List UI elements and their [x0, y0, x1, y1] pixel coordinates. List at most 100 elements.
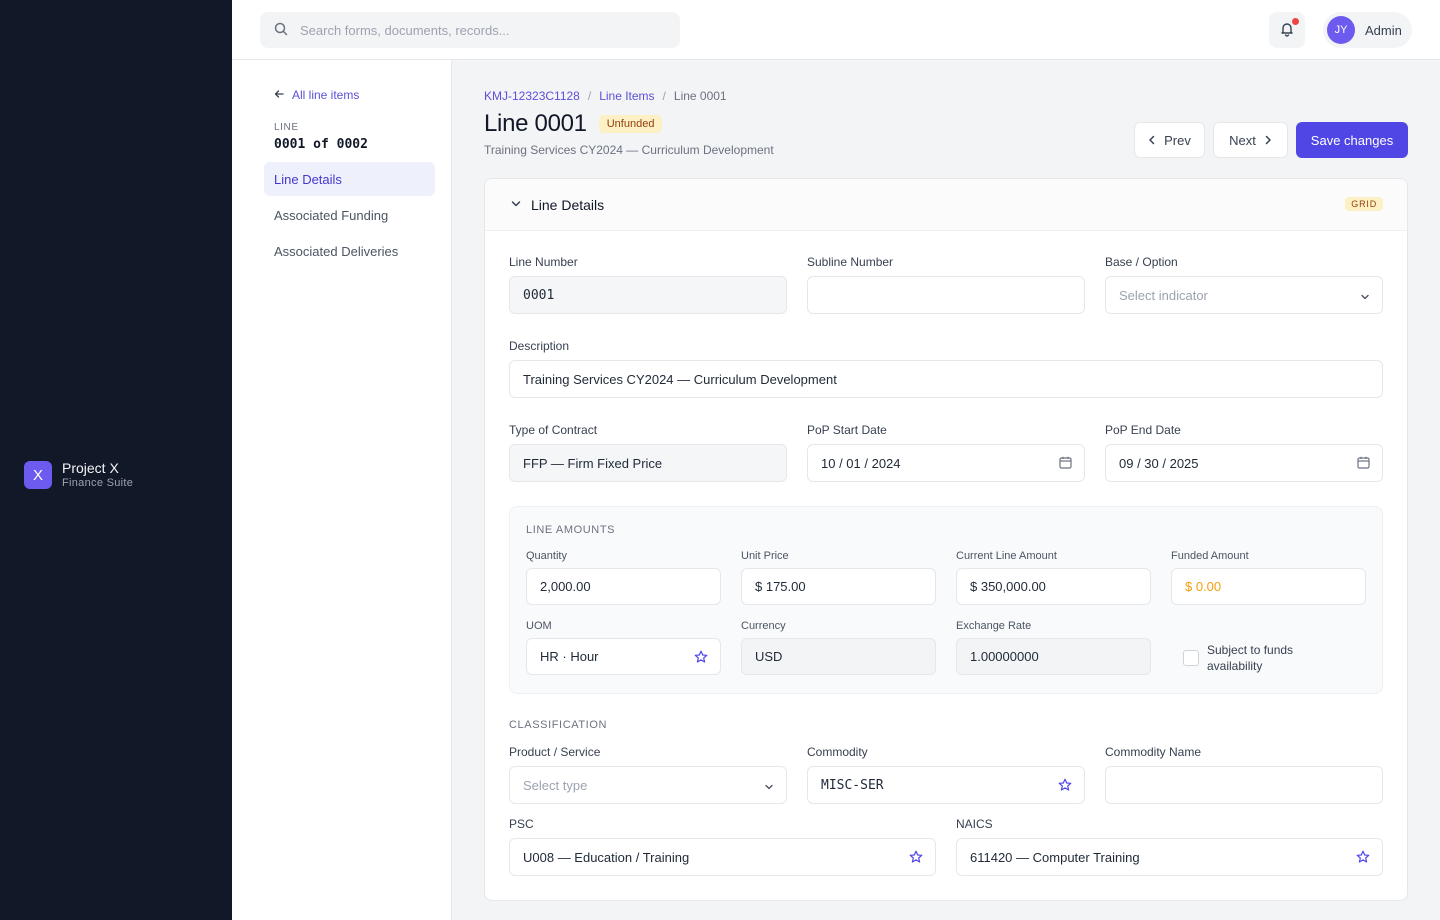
base-option-select[interactable]: Select indicator	[1105, 276, 1383, 314]
card-title: Line Details	[531, 196, 605, 213]
funds-availability-label: Subject to funds availability	[1207, 643, 1294, 673]
current-line-amount-label: Current Line Amount	[956, 550, 1057, 562]
chevron-left-icon	[1148, 133, 1156, 148]
nav-item-line-details[interactable]: Line Details	[264, 162, 435, 196]
psc-value: U008 — Education / Training	[523, 849, 690, 865]
pop-start-date-field[interactable]: 10 / 01 / 2024	[807, 444, 1085, 482]
calendar-icon[interactable]	[1059, 456, 1072, 472]
brand[interactable]: X Project X Finance Suite	[24, 460, 133, 490]
prev-label: Prev	[1164, 132, 1191, 148]
user-name: Admin	[1365, 22, 1402, 38]
naics-label: NAICS	[956, 817, 993, 831]
exchange-rate-label: Exchange Rate	[956, 620, 1032, 632]
breadcrumb-line-items[interactable]: Line Items	[599, 89, 655, 103]
product-service-select[interactable]: Select type	[509, 766, 787, 804]
funded-amount-field[interactable]: $ 0.00	[1171, 568, 1366, 605]
currency-label: Currency	[741, 620, 786, 632]
commodity-value: MISC-SER	[821, 777, 884, 793]
commodity-name-label: Commodity Name	[1105, 745, 1202, 759]
funded-amount-value: $ 0.00	[1185, 579, 1222, 594]
contract-type-field[interactable]: FFP — Firm Fixed Price	[509, 444, 787, 482]
star-icon[interactable]	[909, 850, 923, 867]
current-line-amount-field[interactable]: $ 350,000.00	[956, 568, 1151, 605]
star-icon[interactable]	[1356, 850, 1370, 867]
pop-start-value: 10 / 01 / 2024	[821, 455, 901, 471]
user-menu[interactable]: JY Admin	[1323, 12, 1412, 48]
prev-button[interactable]: Prev	[1134, 122, 1205, 158]
commodity-field[interactable]: MISC-SER	[807, 766, 1085, 804]
base-option-placeholder: Select indicator	[1119, 287, 1208, 303]
grid-tag: GRID	[1345, 197, 1383, 211]
commodity-label: Commodity	[807, 745, 868, 759]
breadcrumb: KMJ-12323C1128 / Line Items / Line 0001	[484, 89, 727, 103]
calendar-icon[interactable]	[1357, 456, 1370, 472]
classification-heading: CLASSIFICATION	[509, 719, 608, 731]
app-logo-icon: X	[24, 461, 52, 489]
description-field[interactable]: Training Services CY2024 — Curriculum De…	[509, 360, 1383, 398]
exchange-rate-value: 1.00000000	[970, 649, 1039, 664]
description-value: Training Services CY2024 — Curriculum De…	[523, 371, 837, 387]
avatar: JY	[1327, 16, 1355, 44]
breadcrumb-contract[interactable]: KMJ-12323C1128	[484, 89, 580, 103]
quantity-field[interactable]: 2,000.00	[526, 568, 721, 605]
naics-field[interactable]: 611420 — Computer Training	[956, 838, 1383, 876]
nav-item-associated-funding[interactable]: Associated Funding	[274, 207, 389, 223]
pop-end-date-field[interactable]: 09 / 30 / 2025	[1105, 444, 1383, 482]
funds-availability-checkbox[interactable]	[1183, 650, 1199, 666]
funded-amount-label: Funded Amount	[1171, 550, 1249, 562]
page-subtitle: Training Services CY2024 — Curriculum De…	[484, 143, 774, 157]
notifications-button[interactable]	[1269, 12, 1305, 48]
card-header[interactable]: Line Details GRID	[485, 179, 1407, 231]
line-amounts-panel: LINE AMOUNTS Quantity 2,000.00 Unit Pric…	[509, 506, 1383, 694]
star-icon[interactable]	[1058, 778, 1072, 796]
line-label: LINE	[274, 122, 299, 133]
save-changes-button[interactable]: Save changes	[1296, 122, 1408, 158]
bell-icon	[1279, 21, 1295, 40]
line-number-label: Line Number	[509, 255, 578, 269]
uom-field[interactable]: HR · Hour	[526, 638, 721, 675]
uom-label: UOM	[526, 620, 552, 632]
base-option-label: Base / Option	[1105, 255, 1178, 269]
psc-label: PSC	[509, 817, 534, 831]
chevron-down-icon[interactable]	[511, 197, 521, 212]
product-service-label: Product / Service	[509, 745, 601, 759]
quantity-label: Quantity	[526, 550, 567, 562]
currency-field[interactable]: USD	[741, 638, 936, 675]
unit-price-field[interactable]: $ 175.00	[741, 568, 936, 605]
description-label: Description	[509, 339, 570, 353]
exchange-rate-field[interactable]: 1.00000000	[956, 638, 1151, 675]
star-icon[interactable]	[694, 650, 708, 667]
app-rail: X Project X Finance Suite	[0, 0, 232, 920]
product-service-placeholder: Select type	[523, 777, 588, 793]
app-name: Project X	[62, 460, 119, 476]
breadcrumb-separator: /	[587, 89, 592, 103]
psc-field[interactable]: U008 — Education / Training	[509, 838, 936, 876]
main-content: KMJ-12323C1128 / Line Items / Line 0001 …	[452, 60, 1440, 920]
breadcrumb-separator: /	[662, 89, 666, 103]
line-amounts-heading: LINE AMOUNTS	[526, 524, 616, 536]
topbar: JY Admin	[232, 0, 1440, 60]
line-number-value: 0001	[523, 287, 555, 303]
pop-end-label: PoP End Date	[1105, 423, 1181, 437]
commodity-name-field[interactable]	[1105, 766, 1383, 804]
pop-start-label: PoP Start Date	[807, 423, 887, 437]
unit-price-label: Unit Price	[741, 550, 789, 562]
next-label: Next	[1229, 132, 1256, 148]
back-link-label: All line items	[292, 88, 360, 102]
search-input[interactable]	[300, 22, 660, 38]
app-subtitle: Finance Suite	[62, 477, 134, 489]
pop-end-value: 09 / 30 / 2025	[1119, 455, 1199, 471]
line-number-field[interactable]: 0001	[509, 276, 787, 314]
currency-value: USD	[755, 649, 783, 664]
line-navigation: All line items LINE 0001 of 0002 Line De…	[232, 60, 452, 920]
arrow-left-icon	[274, 88, 284, 102]
nav-item-associated-deliveries[interactable]: Associated Deliveries	[274, 243, 399, 259]
uom-value: HR · Hour	[540, 649, 599, 664]
search-box[interactable]	[260, 12, 680, 48]
status-badge: Unfunded	[598, 115, 663, 133]
search-icon	[274, 22, 288, 39]
subline-number-field[interactable]	[807, 276, 1085, 314]
back-to-line-items-link[interactable]: All line items	[274, 88, 359, 102]
chevron-down-icon	[1360, 290, 1370, 305]
next-button[interactable]: Next	[1213, 122, 1288, 158]
